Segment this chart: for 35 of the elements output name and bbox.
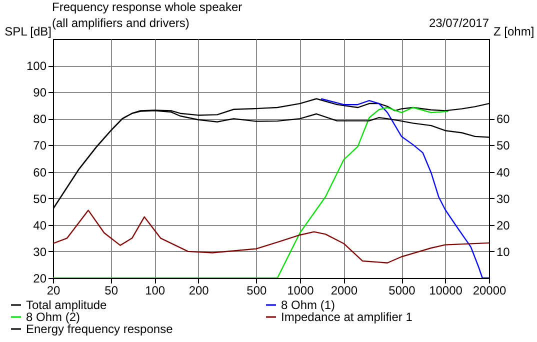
- x-tick-label: 50: [104, 284, 118, 298]
- legend-label: Total amplitude: [26, 298, 108, 312]
- y-tick-label: 100: [26, 59, 47, 74]
- y-tick-label: 50: [33, 192, 47, 206]
- y-tick-label: 70: [33, 138, 47, 153]
- x-tick-label: 2000: [330, 284, 358, 298]
- y-tick-label: 60: [33, 165, 47, 180]
- x-tick-label: 1000: [287, 284, 314, 298]
- x-tick-label: 5000: [388, 284, 416, 298]
- x-tick-label: 20000: [472, 284, 507, 298]
- legend-label: Energy frequency response: [26, 322, 174, 336]
- x-tick-label: 100: [145, 284, 166, 298]
- y-tick-label: 20: [33, 272, 47, 286]
- x-tick-label: 10000: [429, 284, 463, 298]
- y-tick-label: 80: [33, 112, 47, 126]
- text: 23/07/2017: [428, 16, 490, 30]
- y-tick-label: 40: [33, 218, 47, 232]
- x-tick-label: 500: [246, 284, 267, 298]
- y2-tick-label: 50: [496, 138, 510, 153]
- legend-label: 8 Ohm (2): [26, 310, 80, 324]
- x-tick-label: 20: [46, 284, 60, 298]
- y2-tick-label: 30: [496, 192, 510, 206]
- legend-label: Impedance at amplifier 1: [281, 310, 413, 324]
- y-axis-title: SPL [dB]: [4, 24, 52, 38]
- y2-axis-title: Z [ohm]: [494, 24, 534, 38]
- chart-title: Frequency response whole speaker: [52, 0, 242, 14]
- y2-tick-label: 60: [496, 112, 510, 126]
- y-tick-label: 90: [33, 86, 47, 100]
- y2-tick-label: 20: [496, 218, 510, 232]
- y2-tick-label: 10: [496, 244, 510, 259]
- chart-subtitle: (all amplifiers and drivers): [52, 16, 190, 30]
- x-tick-label: 200: [188, 284, 210, 298]
- y-tick-label: 30: [33, 244, 47, 259]
- legend-label: 8 Ohm (1): [281, 298, 336, 312]
- y2-tick-label: 40: [496, 165, 510, 180]
